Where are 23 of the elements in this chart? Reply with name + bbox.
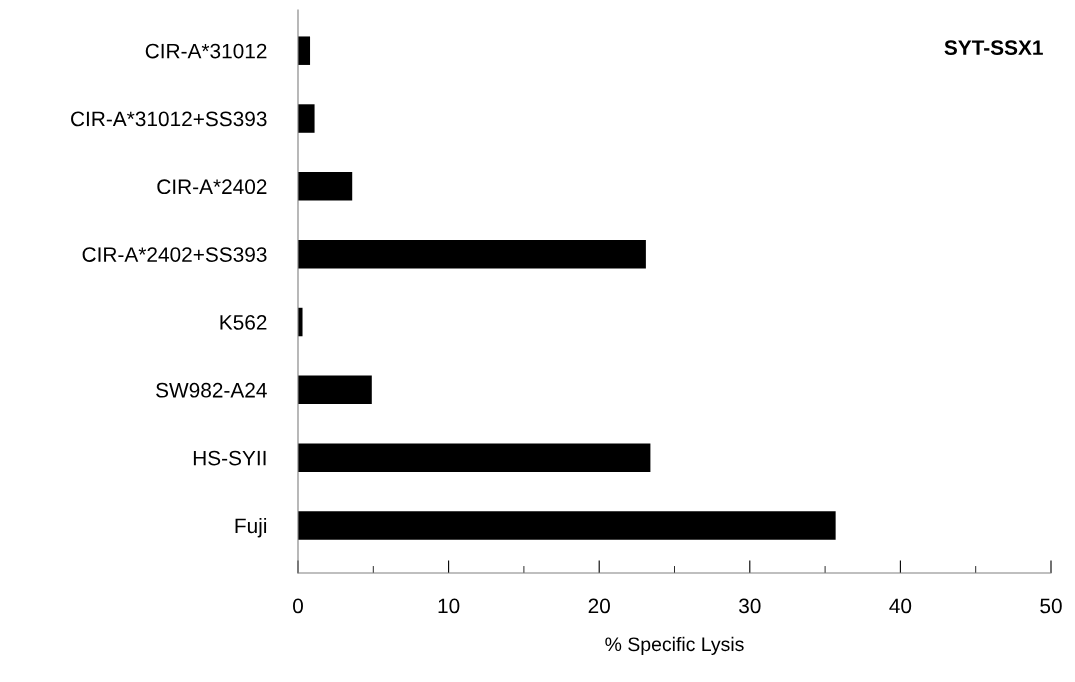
bar [298,511,836,540]
bar [298,104,315,133]
text: SYT-SSX1 [944,40,1043,55]
y-tick-label: CIR-A*2402+SS393 [82,247,267,262]
y-tick-label: CIR-A*31012 [145,43,267,59]
bar [298,375,372,405]
x-tick-label: 50 [1040,598,1062,614]
y-tick-label: CIR-A*2402 [157,179,267,195]
bar [298,443,651,472]
y-tick-label: K562 [220,315,267,330]
x-tick-label: 40 [889,598,912,614]
x-tick-label: 10 [438,598,460,614]
x-tick-label: 0 [293,598,303,614]
bar [298,36,311,65]
bar [298,172,353,201]
x-tick-label: 20 [588,598,610,614]
y-tick-label: SW982-A24 [156,382,267,398]
x-axis-title: % Specific Lysis [605,636,744,655]
y-tick-label: CIR-A*31012+SS393 [71,111,267,127]
x-tick-label: 30 [739,598,761,614]
y-tick-label: HS-SYII [193,450,266,466]
y-tick-label: Fuji [235,517,267,538]
bar [298,239,646,269]
